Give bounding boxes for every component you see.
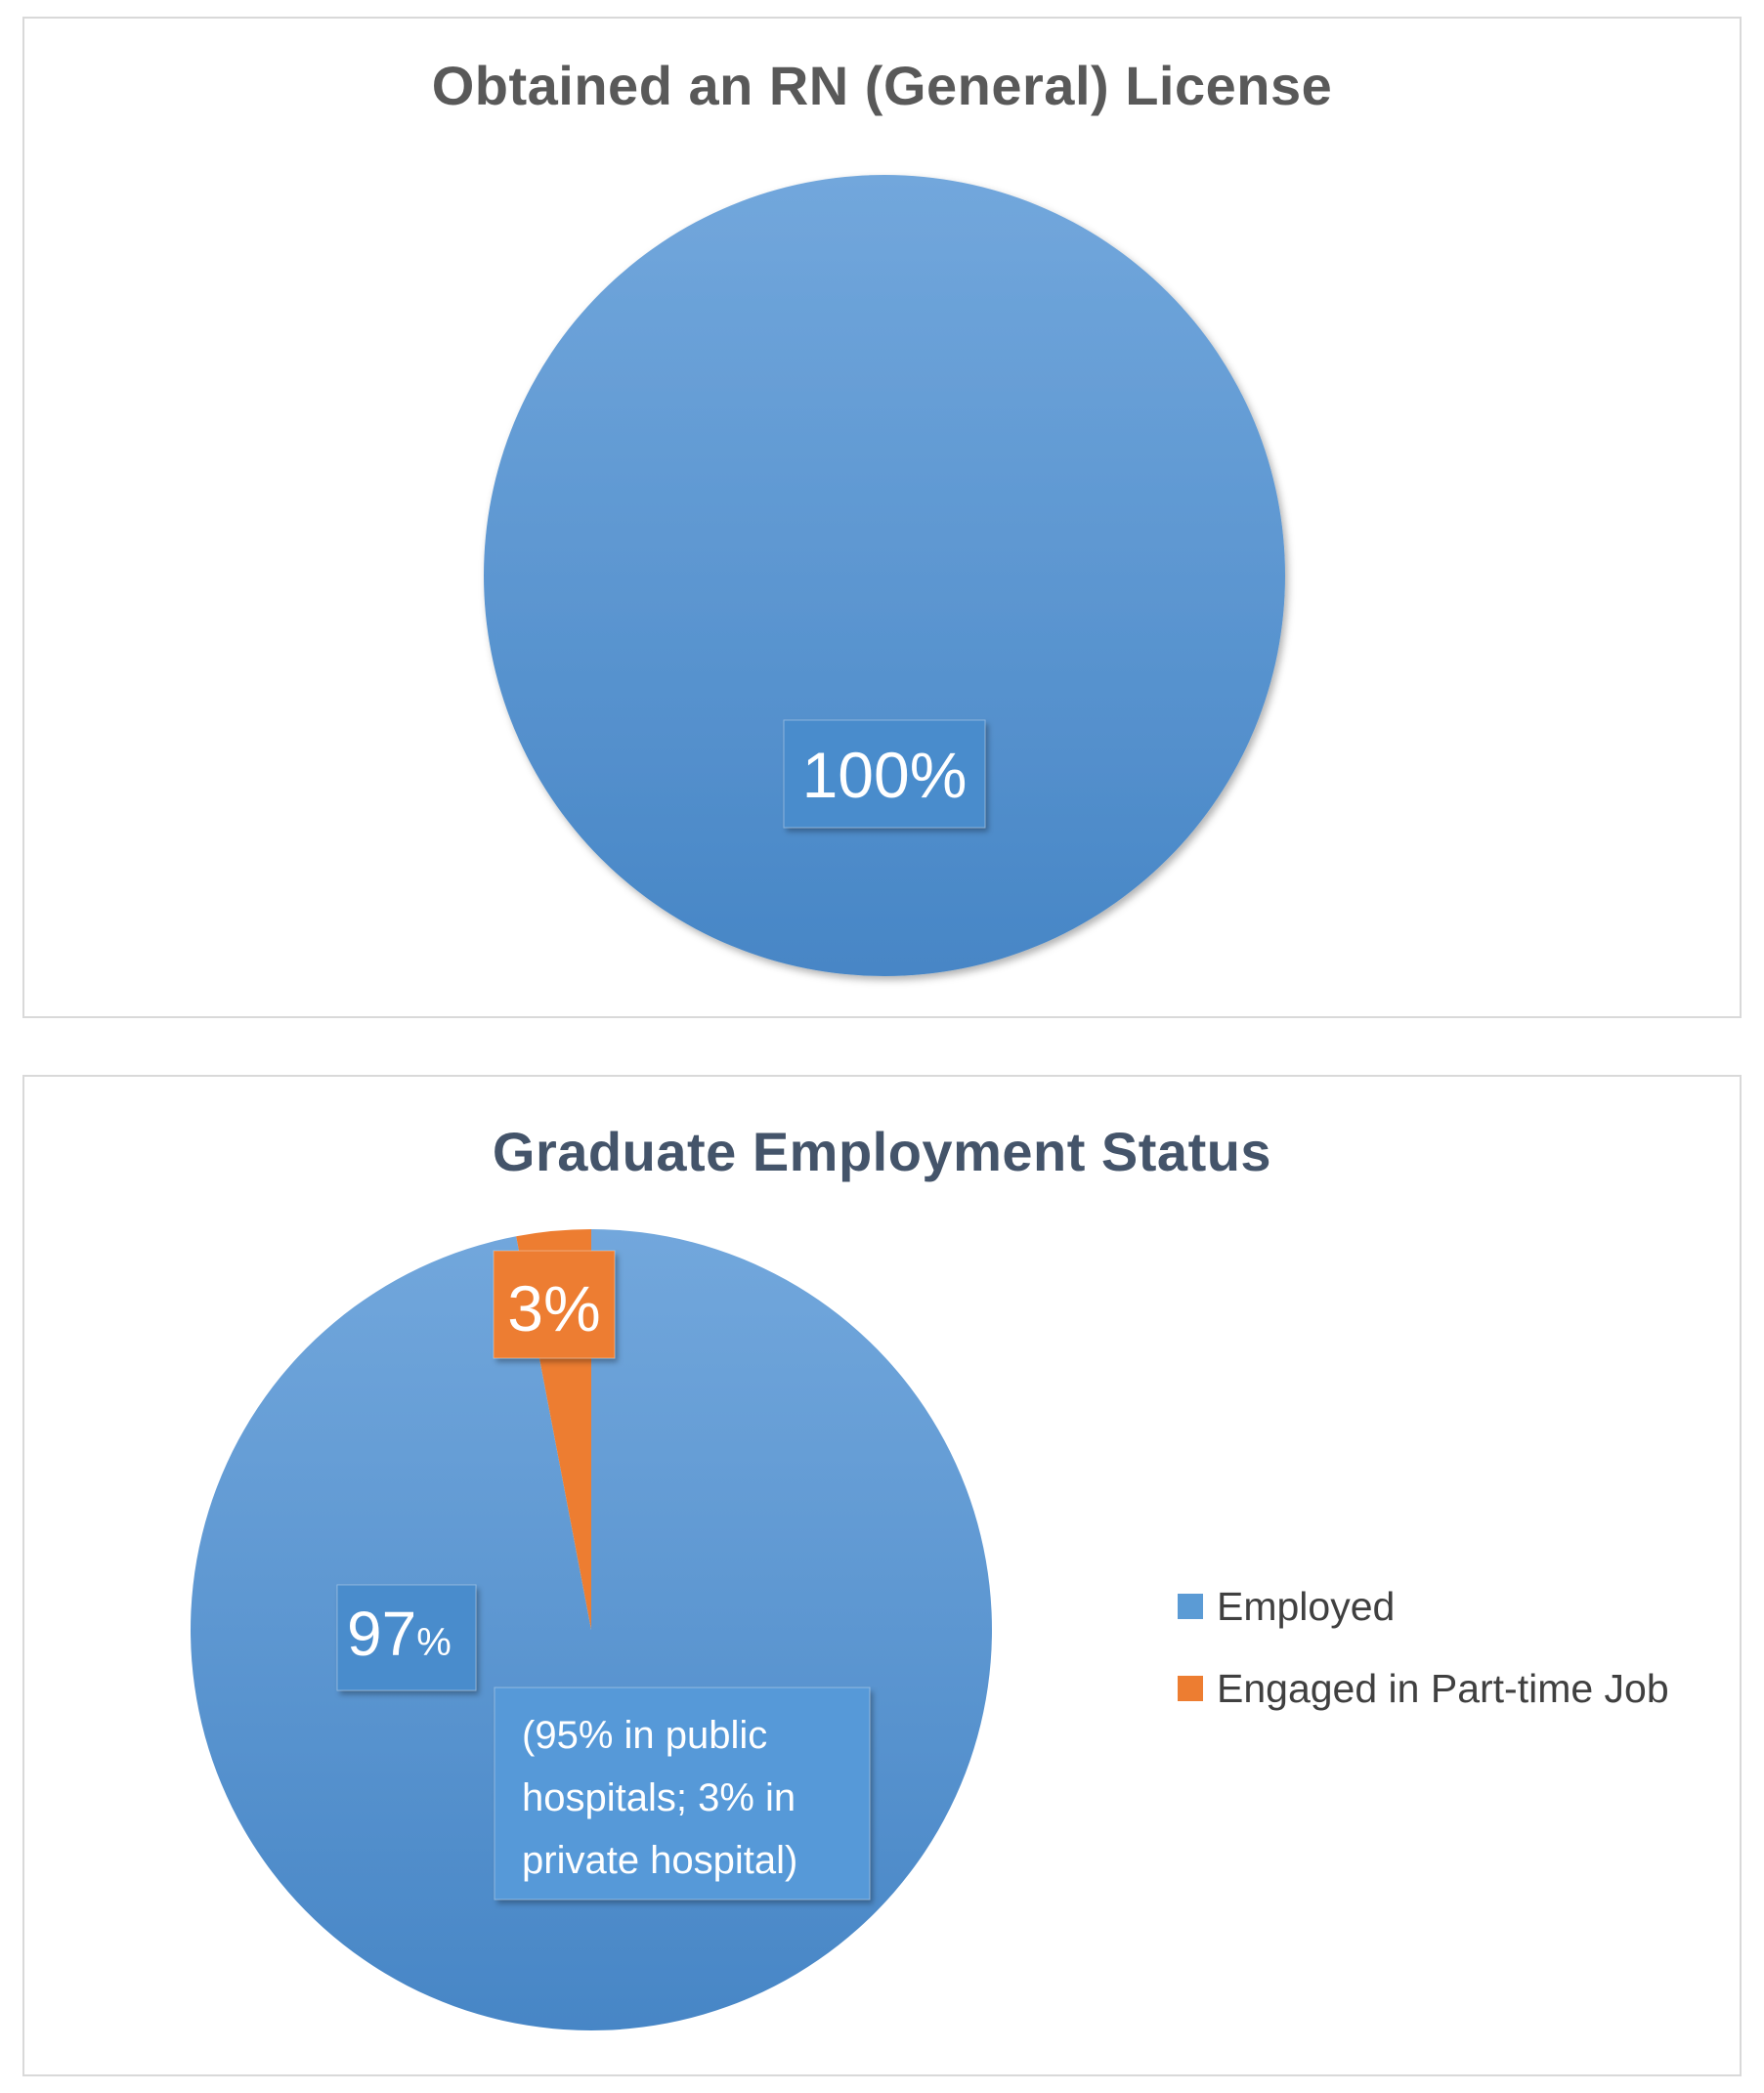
chart-panel-license: Obtained an RN (General) License 100% [22,17,1742,1018]
chart-panel-employment: Graduate Employment Status 97% 3% (95% in … [22,1075,1742,2076]
data-label-box-part-time [493,1250,616,1359]
data-label: 100% [802,739,968,811]
legend-swatch-part-time [1178,1676,1203,1701]
legend: Employed Engaged in Part-time Job [1178,1565,1669,1730]
legend-swatch-employed [1178,1594,1203,1619]
legend-label: Employed [1217,1583,1396,1629]
legend-label: Engaged in Part-time Job [1217,1665,1669,1711]
pie-chart-employment: 97% 3% (95% in public hospitals; 3% in priva… [190,1229,992,2030]
annotation-box [494,1687,871,1901]
data-label-box-employed [336,1584,477,1691]
data-label-employed: 97% [347,1599,452,1669]
legend-item-employed: Employed [1178,1565,1669,1647]
chart-title: Obtained an RN (General) License [431,55,1333,116]
pie-slice-obtained-an-rn-general-license [484,175,1285,976]
legend-item-part-time: Engaged in Part-time Job [1178,1647,1669,1730]
data-label-box [783,719,986,829]
data-label-part-time: 3% [507,1272,600,1345]
annotation-text: (95% in public hospitals; 3% in private ho… [522,1714,797,1882]
pie-chart-license: 100% [484,175,1285,976]
chart-title: Graduate Employment Status [492,1121,1272,1182]
